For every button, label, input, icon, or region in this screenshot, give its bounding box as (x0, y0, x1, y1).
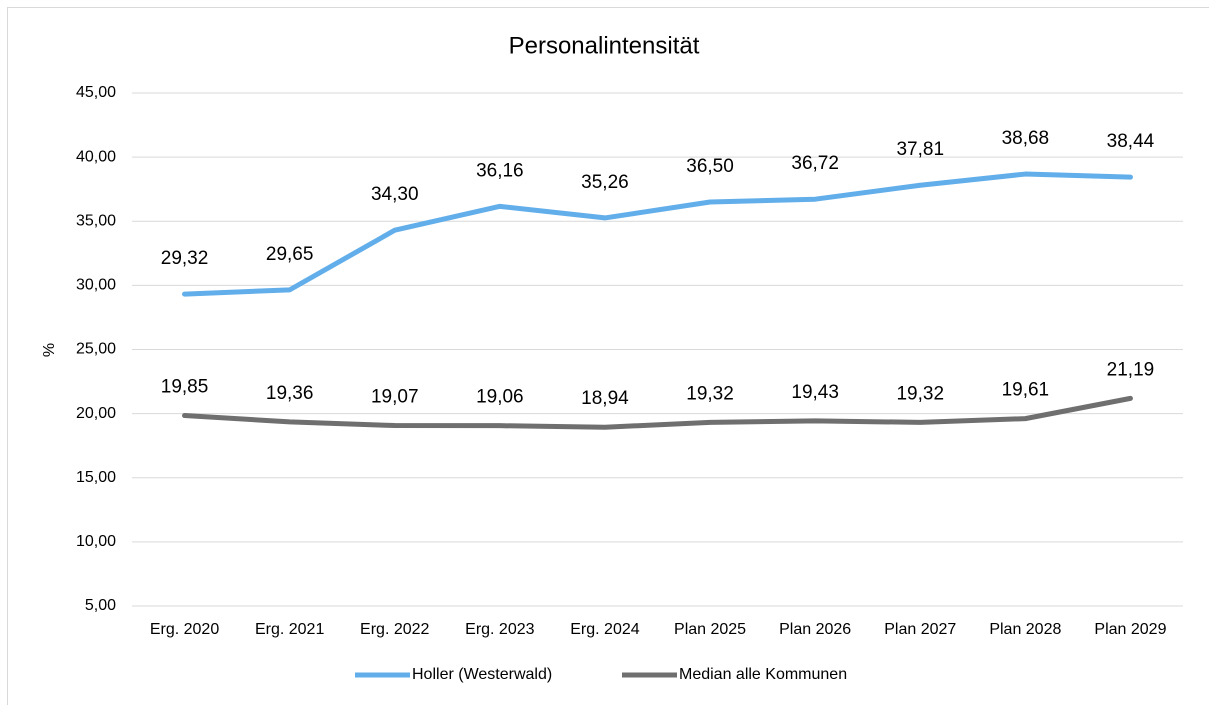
data-label: 38,68 (1002, 128, 1050, 149)
series-line (182, 395, 1133, 430)
chart-title: Personalintensität (509, 32, 700, 59)
y-tick-label: 45,00 (76, 84, 116, 101)
data-label: 19,07 (371, 387, 419, 408)
data-label: 38,44 (1107, 131, 1155, 152)
data-label: 37,81 (896, 139, 944, 160)
data-label: 19,32 (686, 383, 734, 404)
data-label: 29,65 (266, 244, 314, 265)
x-tick-label: Erg. 2023 (465, 621, 534, 638)
y-tick-label: 5,00 (85, 597, 116, 614)
x-tick-label: Plan 2028 (989, 621, 1061, 638)
x-tick-label: Plan 2029 (1094, 621, 1166, 638)
data-label: 18,94 (581, 388, 629, 409)
y-tick-label: 10,00 (76, 533, 116, 550)
x-tick-label: Erg. 2020 (150, 621, 219, 638)
x-tick-label: Erg. 2024 (570, 621, 639, 638)
series-line (182, 171, 1133, 297)
data-label: 36,50 (686, 156, 734, 177)
y-tick-label: 40,00 (76, 148, 116, 165)
data-label: 19,85 (161, 377, 209, 398)
x-tick-label: Erg. 2022 (360, 621, 429, 638)
x-tick-label: Plan 2027 (884, 621, 956, 638)
x-tick-label: Erg. 2021 (255, 621, 324, 638)
data-label: 35,26 (581, 172, 629, 193)
chart-border (7, 7, 1209, 705)
legend-label: Holler (Westerwald) (412, 666, 552, 683)
data-label: 36,16 (476, 160, 524, 181)
y-axis-label: % (41, 343, 58, 357)
data-label: 19,61 (1002, 380, 1050, 401)
y-tick-label: 25,00 (76, 341, 116, 358)
x-tick-label: Plan 2026 (779, 621, 851, 638)
y-tick-label: 15,00 (76, 469, 116, 486)
data-label: 19,43 (791, 382, 839, 403)
data-label: 29,32 (161, 248, 209, 269)
y-tick-label: 20,00 (76, 405, 116, 422)
y-tick-label: 30,00 (76, 277, 116, 294)
data-label: 19,06 (476, 387, 524, 408)
data-label: 21,19 (1107, 359, 1155, 380)
y-tick-label: 35,00 (76, 212, 116, 229)
data-label: 19,36 (266, 383, 314, 404)
data-label: 34,30 (371, 184, 419, 205)
x-tick-label: Plan 2025 (674, 621, 746, 638)
data-label: 36,72 (791, 153, 839, 174)
legend-label: Median alle Kommunen (679, 666, 847, 683)
data-label: 19,32 (896, 383, 944, 404)
